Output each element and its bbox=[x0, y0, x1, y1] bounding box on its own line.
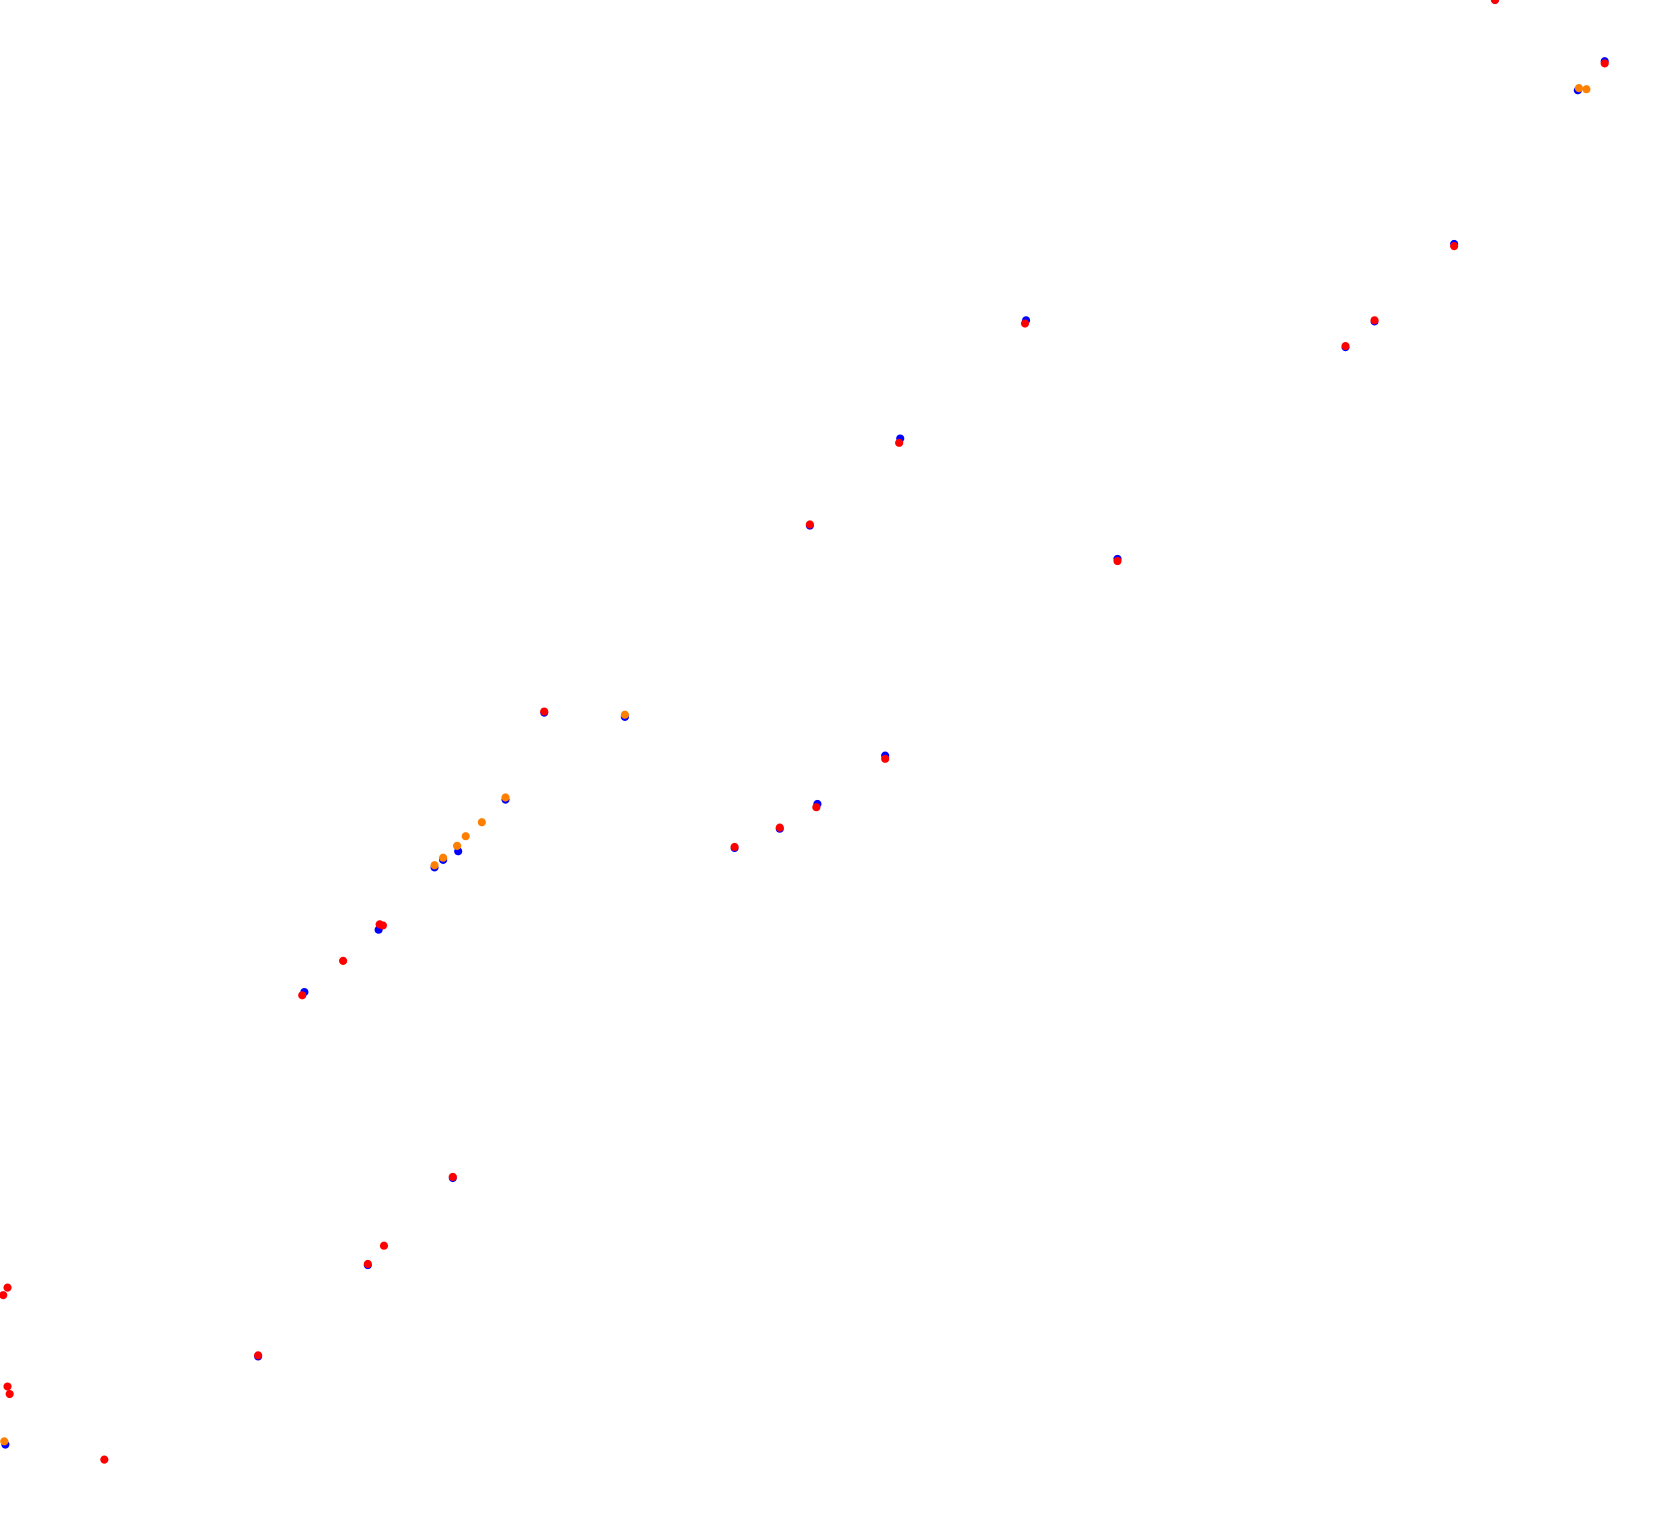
data-point bbox=[1582, 85, 1591, 94]
data-point bbox=[775, 823, 784, 832]
data-point bbox=[477, 818, 486, 827]
series-2 bbox=[0, 0, 1609, 1464]
data-point bbox=[1370, 316, 1379, 325]
data-point bbox=[895, 438, 904, 447]
data-point bbox=[1574, 84, 1583, 93]
data-point bbox=[1113, 556, 1122, 566]
data-point bbox=[620, 710, 629, 719]
data-point bbox=[812, 803, 821, 812]
data-point bbox=[5, 1389, 14, 1399]
plot-area bbox=[0, 0, 1609, 1464]
data-point bbox=[1020, 319, 1030, 328]
data-point bbox=[540, 707, 549, 716]
series-0 bbox=[1, 0, 1609, 1449]
data-point bbox=[1341, 342, 1350, 351]
data-point bbox=[439, 853, 448, 862]
data-point bbox=[881, 754, 890, 763]
data-point bbox=[298, 991, 307, 1000]
data-point bbox=[0, 1437, 9, 1446]
data-point bbox=[430, 861, 439, 870]
data-point bbox=[501, 793, 510, 802]
data-point bbox=[448, 1172, 457, 1182]
data-point bbox=[3, 1382, 12, 1391]
data-point bbox=[339, 956, 348, 965]
data-point bbox=[805, 520, 814, 529]
data-point bbox=[730, 842, 739, 852]
data-point bbox=[100, 1455, 109, 1464]
data-point bbox=[3, 1283, 12, 1292]
data-point bbox=[363, 1259, 372, 1269]
data-point bbox=[0, 1291, 8, 1300]
data-point bbox=[1600, 59, 1609, 68]
data-point bbox=[453, 841, 462, 850]
data-point bbox=[379, 1241, 389, 1250]
data-point bbox=[461, 832, 470, 841]
data-point bbox=[1450, 242, 1459, 251]
data-point bbox=[254, 1351, 263, 1360]
data-point bbox=[378, 921, 387, 930]
series-1 bbox=[0, 84, 1591, 1446]
data-point bbox=[1490, 0, 1500, 5]
